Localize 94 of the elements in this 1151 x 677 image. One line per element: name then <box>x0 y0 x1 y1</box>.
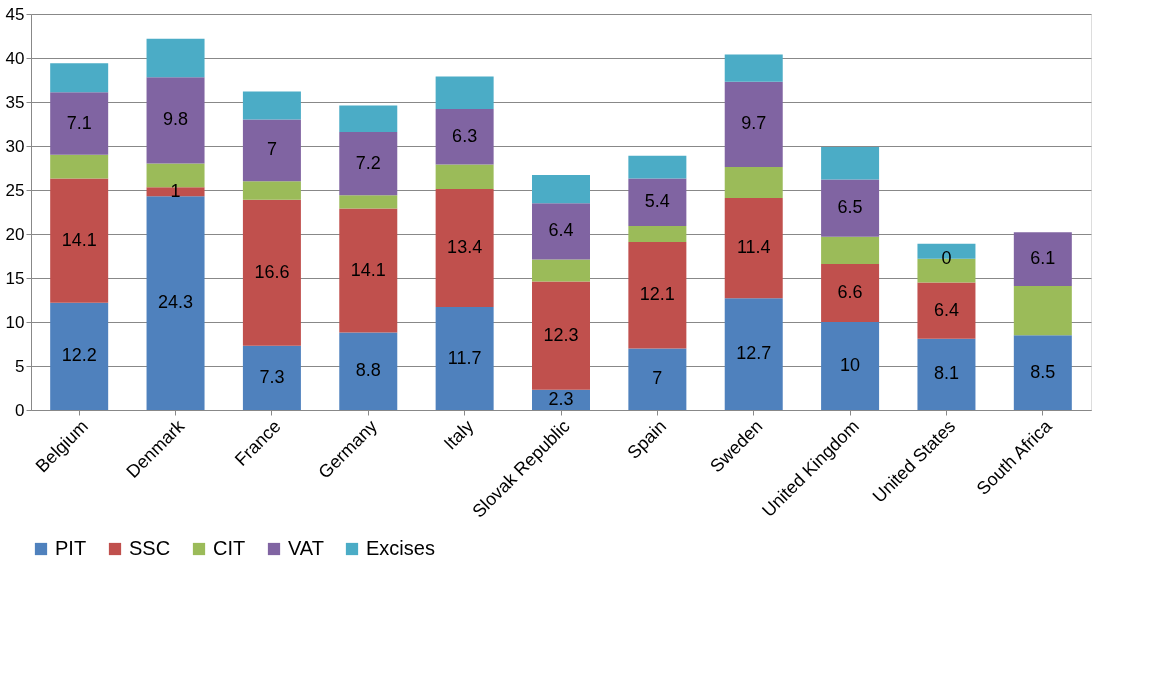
data-label: 12.1 <box>639 284 675 305</box>
y-tick-label: 30 <box>5 136 25 156</box>
data-label: 2.3 <box>548 388 574 409</box>
data-label: 12.7 <box>736 343 772 364</box>
bar <box>435 164 494 190</box>
bar <box>339 131 398 196</box>
bar <box>628 348 687 410</box>
x-tick-label: Italy <box>439 416 478 454</box>
bar <box>50 63 109 93</box>
y-tick-label: 5 <box>15 356 25 376</box>
data-label: 9.7 <box>741 113 767 134</box>
bar <box>724 81 783 168</box>
data-label: 6.4 <box>548 220 574 241</box>
data-label: 14.1 <box>61 229 97 250</box>
bar <box>435 76 494 110</box>
bar <box>532 203 590 260</box>
bar <box>532 175 590 204</box>
data-label: 11.4 <box>736 237 771 258</box>
bar <box>50 302 109 410</box>
y-tick-label: 15 <box>5 268 25 288</box>
bar <box>339 105 398 132</box>
bar <box>242 119 301 182</box>
data-label: 13.4 <box>447 237 483 258</box>
data-label: 6.4 <box>933 299 959 320</box>
data-label: 7.1 <box>66 112 92 133</box>
data-label: 6.6 <box>837 281 863 302</box>
data-label: 7 <box>652 368 663 389</box>
data-label: 8.8 <box>355 360 381 381</box>
bar <box>724 54 783 82</box>
bar <box>628 155 687 179</box>
bar <box>821 236 880 264</box>
y-tick-label: 0 <box>15 400 25 420</box>
bar <box>1013 285 1072 336</box>
bar <box>1013 232 1072 286</box>
data-label: 14.1 <box>350 259 386 280</box>
data-label: 6.5 <box>837 197 863 218</box>
bar <box>242 91 301 120</box>
bar <box>339 195 398 209</box>
bar <box>724 197 783 299</box>
bar <box>242 199 301 346</box>
legend-label: VAT <box>288 537 324 559</box>
data-label: 7.3 <box>259 366 285 387</box>
legend-label: Excises <box>366 537 435 559</box>
data-label: 8.5 <box>1030 361 1056 382</box>
bar <box>917 338 976 410</box>
data-label: 1 <box>170 180 181 201</box>
bar <box>532 281 590 390</box>
data-label: 11.7 <box>447 347 482 368</box>
bar <box>339 208 398 333</box>
bar <box>146 196 205 410</box>
bar <box>242 345 301 410</box>
bar <box>628 226 687 242</box>
bar <box>339 332 398 410</box>
bar <box>917 282 976 339</box>
y-tick-label: 25 <box>5 180 25 200</box>
data-label: 6.1 <box>1030 248 1056 269</box>
bar <box>821 179 880 237</box>
data-label: 16.6 <box>254 261 290 282</box>
y-tick-label: 35 <box>5 92 25 112</box>
bar <box>724 167 783 198</box>
bar <box>50 92 109 155</box>
y-tick-label: 40 <box>5 48 25 68</box>
bar <box>242 181 301 200</box>
bar <box>50 154 109 179</box>
bar <box>821 322 880 410</box>
bar <box>435 189 494 308</box>
y-tick-label: 10 <box>5 312 25 332</box>
data-label: 9.8 <box>163 109 189 130</box>
y-tick-label: 20 <box>5 224 25 244</box>
data-label: 10 <box>840 355 861 375</box>
bar <box>146 77 205 164</box>
data-label: 5.4 <box>644 191 670 212</box>
bar <box>628 178 687 227</box>
bar <box>1013 335 1072 410</box>
bar <box>724 298 783 410</box>
bar <box>146 38 205 78</box>
bar <box>821 263 880 322</box>
data-label: 12.3 <box>543 324 579 345</box>
legend-label: SSC <box>129 537 171 559</box>
bar <box>821 146 880 180</box>
data-label: 7 <box>266 139 277 160</box>
bar <box>435 307 494 410</box>
bar <box>50 178 109 303</box>
data-label: 6.3 <box>452 125 478 146</box>
bar <box>628 241 687 349</box>
legend-label: CIT <box>213 537 246 559</box>
bar <box>435 109 494 165</box>
legend-label: PIT <box>55 537 87 559</box>
data-label: 7.2 <box>355 152 381 173</box>
data-label: 8.1 <box>933 363 959 384</box>
y-tick-label: 45 <box>5 4 25 24</box>
bar <box>532 259 590 282</box>
data-label: 12.2 <box>61 345 97 366</box>
data-label: 24.3 <box>158 292 194 313</box>
